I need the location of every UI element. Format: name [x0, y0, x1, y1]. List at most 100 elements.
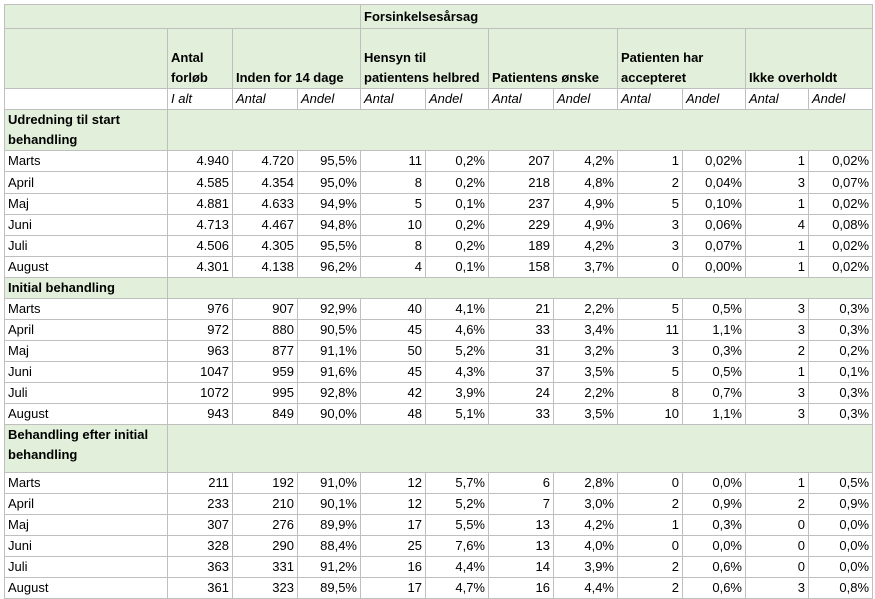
value-cell: 0,2% [425, 235, 489, 257]
value-cell: 91,2% [297, 556, 361, 578]
section-title: Udredning til start behandling [4, 109, 168, 151]
month: August [4, 256, 168, 278]
value-cell: 158 [488, 256, 554, 278]
value-cell: 89,9% [297, 514, 361, 536]
value-cell: 0,02% [807, 256, 874, 278]
value-cell: 0,0% [807, 535, 874, 557]
value-cell: 1 [745, 472, 809, 494]
value-cell: 0,0% [682, 535, 746, 557]
value-cell: 207 [488, 150, 554, 172]
data-row: Juni 328 290 88,4% 25 7,6% 13 4,0% 0 0,0% 0 0,0% [4, 535, 874, 557]
value-cell: 4,4% [425, 556, 489, 578]
value-cell: 3 [617, 214, 683, 236]
value-cell: 5,2% [425, 493, 489, 515]
value-cell: 290 [232, 535, 298, 557]
value-cell: 0,3% [807, 382, 874, 404]
value-cell: 11 [617, 319, 683, 341]
subheader: Andel [553, 88, 618, 110]
value-cell: 0,2% [425, 214, 489, 236]
value-cell: 976 [167, 298, 233, 320]
value-cell: 0 [745, 556, 809, 578]
value-cell: 3,0% [553, 493, 618, 515]
value-cell: 5,2% [425, 340, 489, 362]
value-cell: 4,2% [553, 514, 618, 536]
value-cell: 877 [232, 340, 298, 362]
month: Juli [4, 382, 168, 404]
value-cell: 4.506 [167, 235, 233, 257]
value-cell: 0,02% [682, 150, 746, 172]
value-cell: 331 [232, 556, 298, 578]
value-cell: 33 [488, 403, 554, 425]
value-cell: 361 [167, 577, 233, 599]
month: Juni [4, 214, 168, 236]
value-cell: 7 [488, 493, 554, 515]
empty-cell [4, 28, 168, 89]
section-row: Udredning til start behandling [4, 109, 874, 151]
value-cell: 0,1% [425, 256, 489, 278]
value-cell: 3 [745, 298, 809, 320]
month: Marts [4, 472, 168, 494]
value-cell: 0,6% [682, 577, 746, 599]
empty-cell [166, 277, 874, 299]
value-cell: 24 [488, 382, 554, 404]
data-row: Juli 1072 995 92,8% 42 3,9% 24 2,2% 8 0,7% 3 0,3% [4, 382, 874, 404]
value-cell: 218 [488, 171, 554, 194]
data-row: Maj 963 877 91,1% 50 5,2% 31 3,2% 3 0,3% 2 0,2% [4, 340, 874, 362]
subheader: Antal [232, 88, 298, 110]
value-cell: 1072 [167, 382, 233, 404]
value-cell: 3 [745, 319, 809, 341]
value-cell: 2,2% [553, 298, 618, 320]
data-row: Juli 363 331 91,2% 16 4,4% 14 3,9% 2 0,6% 0 0,0% [4, 556, 874, 578]
value-cell: 0,9% [807, 493, 874, 515]
value-cell: 907 [232, 298, 298, 320]
value-cell: 4.301 [167, 256, 233, 278]
value-cell: 5 [617, 361, 683, 383]
value-cell: 12 [360, 493, 426, 515]
subheader: Andel [425, 88, 489, 110]
value-cell: 3,7% [553, 256, 618, 278]
value-cell: 25 [360, 535, 426, 557]
value-cell: 2 [745, 340, 809, 362]
value-cell: 90,5% [297, 319, 361, 341]
subheader: Antal [617, 88, 683, 110]
value-cell: 276 [232, 514, 298, 536]
value-cell: 995 [232, 382, 298, 404]
value-cell: 90,0% [297, 403, 361, 425]
column-header: Hensyn til patientens helbred [360, 28, 489, 89]
section-row: Initial behandling [4, 277, 874, 299]
value-cell: 3 [745, 382, 809, 404]
month: April [4, 493, 168, 515]
data-row: August 361 323 89,5% 17 4,7% 16 4,4% 2 0,6% 3 0,8% [4, 577, 874, 599]
delay-table: Forsinkelsesårsag Antal forløb Inden for 1… [4, 4, 874, 599]
value-cell: 2 [617, 171, 683, 194]
value-cell: 4,4% [553, 577, 618, 599]
value-cell: 16 [488, 577, 554, 599]
value-cell: 323 [232, 577, 298, 599]
value-cell: 4,9% [553, 193, 618, 215]
value-cell: 0,1% [425, 193, 489, 215]
value-cell: 0,02% [807, 235, 874, 257]
value-cell: 31 [488, 340, 554, 362]
value-cell: 5,5% [425, 514, 489, 536]
value-cell: 0 [617, 472, 683, 494]
value-cell: 6 [488, 472, 554, 494]
value-cell: 95,0% [297, 171, 361, 194]
value-cell: 10 [617, 403, 683, 425]
value-cell: 1047 [167, 361, 233, 383]
empty-cell [4, 4, 361, 29]
month: Juli [4, 235, 168, 257]
value-cell: 0,3% [682, 340, 746, 362]
value-cell: 0,3% [807, 319, 874, 341]
value-cell: 2,2% [553, 382, 618, 404]
month: August [4, 577, 168, 599]
value-cell: 5,7% [425, 472, 489, 494]
value-cell: 880 [232, 319, 298, 341]
value-cell: 3 [617, 340, 683, 362]
value-cell: 11 [360, 150, 426, 172]
value-cell: 91,0% [297, 472, 361, 494]
value-cell: 4,2% [553, 150, 618, 172]
data-row: April 4.585 4.354 95,0% 8 0,2% 218 4,8% 2 0,04% 3 0… [4, 171, 874, 194]
value-cell: 4.881 [167, 193, 233, 215]
month: Marts [4, 298, 168, 320]
value-cell: 363 [167, 556, 233, 578]
